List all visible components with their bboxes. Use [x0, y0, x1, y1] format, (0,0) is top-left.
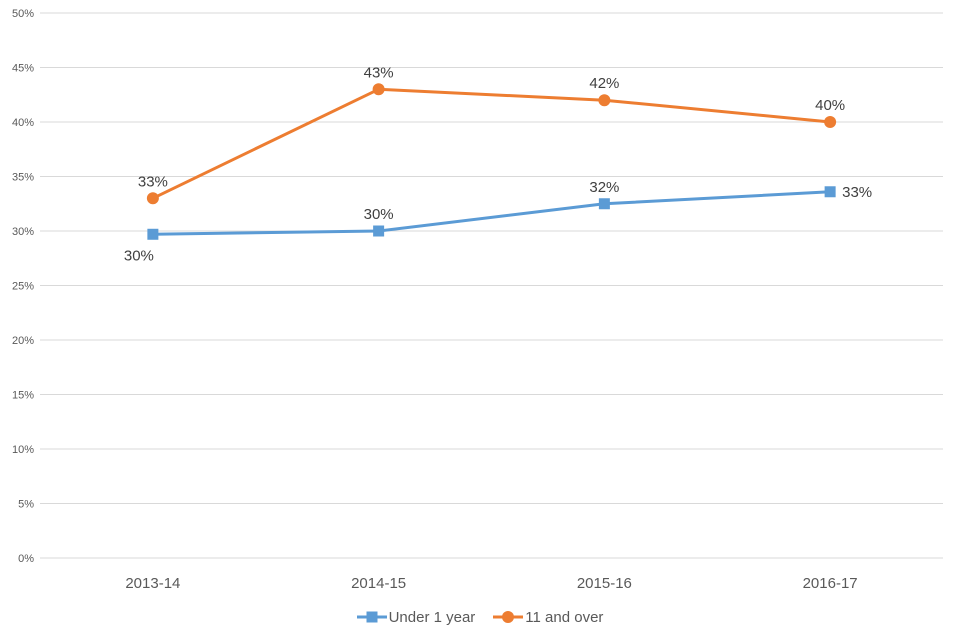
- y-axis-tick-label: 35%: [12, 172, 34, 184]
- x-axis-tick-label: 2016-17: [803, 575, 858, 592]
- legend-circle-marker-icon: [493, 611, 524, 623]
- y-axis-tick-label: 40%: [12, 117, 34, 129]
- data-point-marker-11-and-over: [598, 94, 611, 107]
- legend-square-marker-icon: [356, 611, 387, 623]
- data-label-under-1-year: 32%: [589, 179, 619, 196]
- data-point-marker-11-and-over: [146, 192, 159, 205]
- data-label-under-1-year: 30%: [364, 206, 394, 223]
- x-axis-tick-label: 2013-14: [125, 575, 180, 592]
- data-point-marker-under-1-year: [373, 225, 385, 237]
- series-line-11-and-over: [151, 87, 832, 200]
- chart-plot-area: 0% 5% 10% 15% 20% 25% 30% 35% 40% 45% 50% 2013-14 20…: [12, 8, 943, 592]
- legend-item-11-and-over: 11 and over: [493, 610, 603, 625]
- x-axis-tick-label: 2014-15: [351, 575, 406, 592]
- y-axis-tick-label: 15%: [12, 390, 34, 402]
- legend-marker-shape: [366, 611, 378, 623]
- y-axis-tick-label: 0%: [18, 553, 34, 565]
- series-line-under-1-year: [151, 190, 832, 236]
- x-axis-tick-label: 2015-16: [577, 575, 632, 592]
- data-point-marker-under-1-year: [598, 198, 610, 210]
- data-point-marker-under-1-year: [147, 228, 159, 240]
- data-point-marker-11-and-over: [824, 116, 837, 128]
- y-axis-tick-label: 30%: [12, 226, 34, 238]
- data-label-11-and-over: 33%: [138, 173, 168, 190]
- data-point-marker-under-1-year: [824, 186, 836, 198]
- data-point-marker-11-and-over: [372, 83, 385, 96]
- legend-label-11-and-over: 11 and over: [525, 608, 604, 626]
- y-axis-tick-label: 10%: [12, 444, 34, 456]
- data-label-under-1-year: 33%: [842, 184, 872, 201]
- y-axis-tick-label: 45%: [12, 63, 34, 75]
- data-label-11-and-over: 40%: [815, 97, 845, 114]
- chart-legend: Under 1 year 11 and over: [0, 603, 960, 631]
- data-label-11-and-over: 43%: [364, 64, 394, 81]
- data-label-under-1-year: 30%: [124, 247, 154, 264]
- data-label-11-and-over: 42%: [589, 75, 619, 92]
- y-axis-tick-label: 25%: [12, 281, 34, 293]
- y-axis-tick-label: 20%: [12, 335, 34, 347]
- legend-item-under-1-year: Under 1 year: [356, 608, 476, 626]
- legend-marker-shape: [502, 611, 515, 623]
- legend-label-under-1-year: Under 1 year: [388, 608, 476, 626]
- y-axis-tick-label: 5%: [18, 499, 34, 511]
- y-axis-tick-label: 50%: [12, 8, 34, 20]
